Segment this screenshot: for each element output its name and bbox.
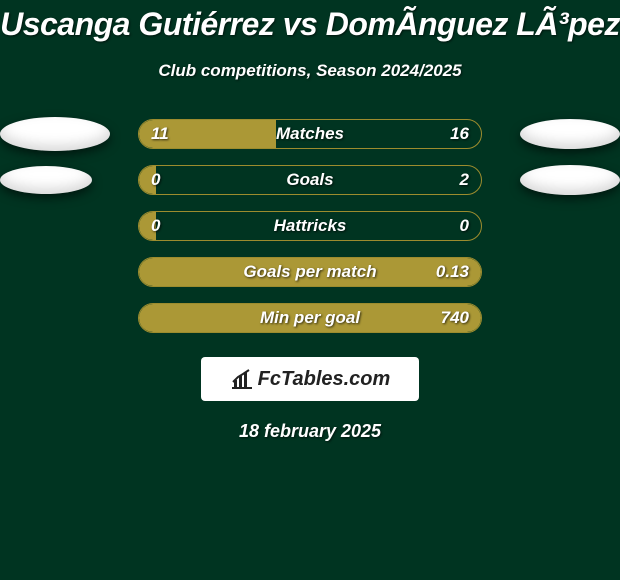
stat-label: Min per goal: [139, 308, 481, 328]
stat-bar: 0Goals2: [138, 165, 482, 195]
stat-bar: 11Matches16: [138, 119, 482, 149]
stat-right-value: 740: [441, 308, 469, 328]
stat-row: Goals per match0.13: [0, 249, 620, 295]
stat-label: Goals: [139, 170, 481, 190]
site-logo: FcTables.com: [201, 357, 419, 401]
right-player-ball: [520, 119, 620, 149]
stat-bar: Min per goal740: [138, 303, 482, 333]
stat-row: 11Matches16: [0, 111, 620, 157]
stat-bar: 0Hattricks0: [138, 211, 482, 241]
left-player-ball: [0, 117, 110, 151]
bar-chart-icon: [230, 368, 254, 390]
stat-right-value: 0: [460, 216, 469, 236]
stat-bar: Goals per match0.13: [138, 257, 482, 287]
stat-right-value: 2: [460, 170, 469, 190]
site-logo-text: FcTables.com: [258, 368, 391, 391]
stat-right-value: 16: [450, 124, 469, 144]
stats-rows: 11Matches160Goals20Hattricks0Goals per m…: [0, 111, 620, 341]
stat-row: 0Hattricks0: [0, 203, 620, 249]
stat-label: Goals per match: [139, 262, 481, 282]
left-player-ball: [0, 166, 92, 194]
stat-right-value: 0.13: [436, 262, 469, 282]
stat-label: Matches: [139, 124, 481, 144]
stat-row: Min per goal740: [0, 295, 620, 341]
snapshot-date: 18 february 2025: [0, 421, 620, 442]
stat-row: 0Goals2: [0, 157, 620, 203]
right-player-ball: [520, 165, 620, 195]
comparison-subtitle: Club competitions, Season 2024/2025: [0, 61, 620, 81]
stat-label: Hattricks: [139, 216, 481, 236]
comparison-title: Uscanga Gutiérrez vs DomÃ­nguez LÃ³pez: [0, 0, 620, 43]
